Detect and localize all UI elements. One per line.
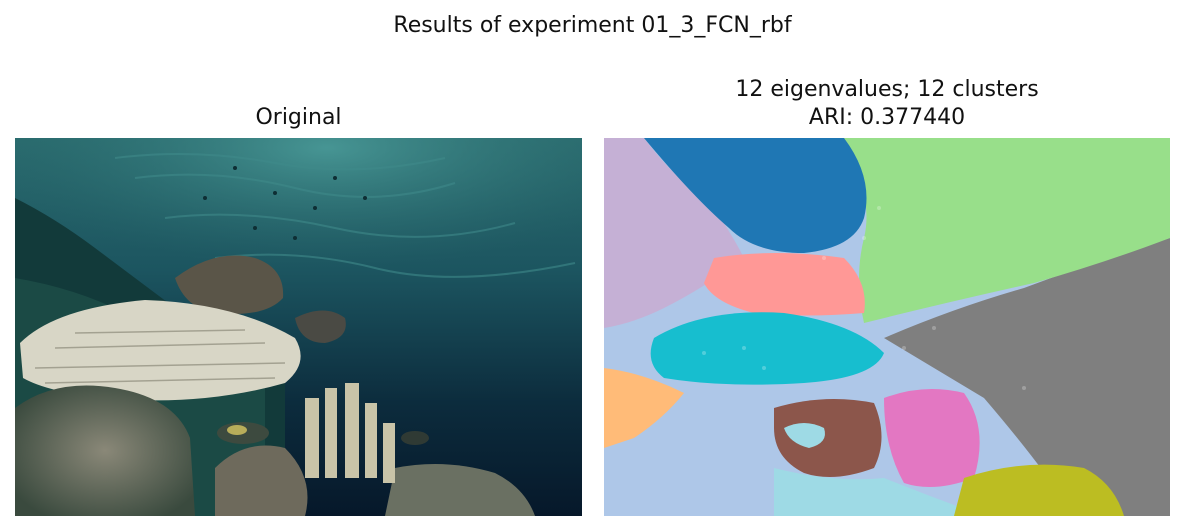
cluster-gray	[884, 238, 1170, 516]
cluster-brown	[774, 399, 882, 477]
cluster-salmon	[704, 253, 865, 316]
cluster-map	[604, 138, 1170, 516]
cluster-light-green	[844, 138, 1170, 323]
cluster-cyan	[650, 312, 884, 385]
cluster-orange	[604, 368, 684, 448]
cluster-pink	[884, 389, 980, 487]
segmentation-title-line2: ARI: 0.377440	[808, 105, 966, 130]
original-image	[15, 138, 582, 516]
segmentation-title-line1: 12 eigenvalues; 12 clusters	[735, 77, 1039, 102]
coral-reef-photo	[15, 138, 582, 516]
original-title: Original	[255, 105, 342, 130]
figure-title: Results of experiment 01_3_FCN_rbf	[393, 13, 792, 38]
cluster-pale-cyan	[784, 423, 825, 448]
segmentation-title: 12 eigenvalues; 12 clusters ARI: 0.37744…	[604, 76, 1170, 132]
cluster-blue	[644, 138, 867, 253]
cluster-olive	[954, 464, 1124, 516]
segmentation-image	[604, 138, 1170, 516]
cluster-pale-cyan-bottom	[774, 468, 984, 516]
